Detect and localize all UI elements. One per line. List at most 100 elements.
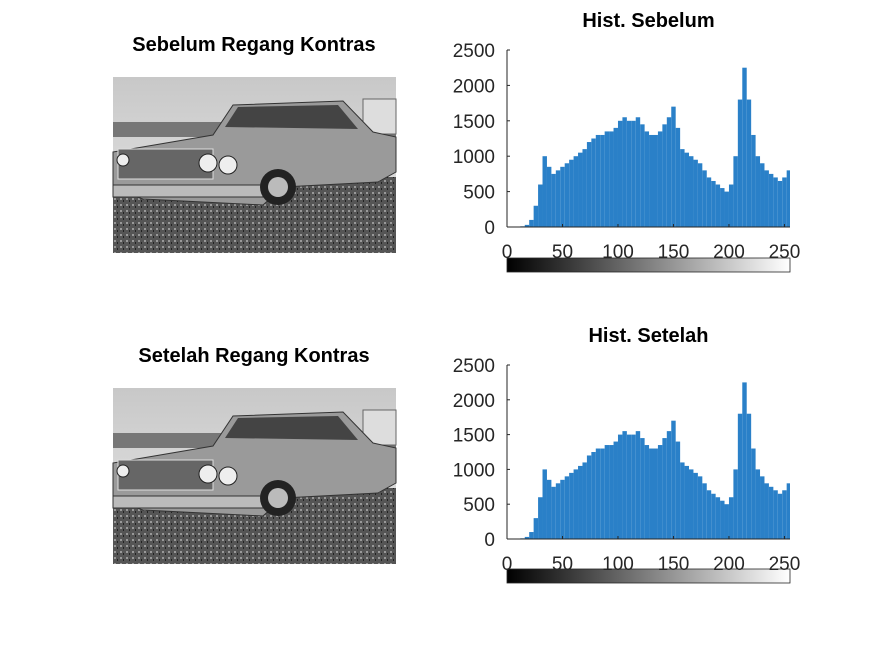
- histogram-bar: [702, 170, 707, 227]
- y-tick-label: 2500: [453, 356, 495, 377]
- histogram-bar: [560, 479, 565, 539]
- histogram-bar: [689, 469, 694, 539]
- histogram-bar: [742, 382, 747, 539]
- histogram-bar: [697, 163, 703, 227]
- histogram-bar: [671, 106, 676, 227]
- histogram-bar: [711, 493, 716, 539]
- x-tick-label: 250: [769, 554, 801, 575]
- chart-title: Hist. Sebelum: [582, 10, 714, 32]
- histogram-bar: [595, 134, 601, 227]
- histogram-bar: [755, 469, 761, 539]
- histogram-bar: [782, 490, 787, 539]
- histogram-bar: [786, 170, 790, 227]
- histogram-bar: [617, 120, 623, 227]
- histogram-bar: [555, 170, 561, 227]
- y-tick-label: 1000: [453, 147, 495, 168]
- histogram-bar: [777, 180, 783, 227]
- histogram-bar: [657, 131, 663, 227]
- histogram-bar: [733, 469, 738, 539]
- histogram-bar: [675, 127, 681, 227]
- histogram-bar: [764, 483, 769, 539]
- histogram-bar: [777, 493, 783, 539]
- histogram-bar: [755, 156, 761, 227]
- x-tick-label: 100: [602, 242, 634, 263]
- histogram-bar: [720, 500, 725, 539]
- histogram-bar: [742, 67, 747, 227]
- histogram-bar: [684, 465, 690, 539]
- histogram-bar: [715, 497, 721, 539]
- histogram-bar: [782, 177, 787, 227]
- histogram-bar: [578, 465, 583, 539]
- chart-title: Hist. Setelah: [588, 325, 708, 347]
- histogram-bar: [604, 445, 610, 539]
- histogram-bar: [546, 166, 552, 227]
- histogram-bar: [653, 134, 658, 227]
- histogram-bar: [684, 152, 690, 227]
- histogram-bar: [626, 120, 632, 227]
- histogram-bar: [564, 163, 570, 227]
- histogram-bar: [582, 462, 587, 539]
- histogram-bar: [622, 117, 627, 227]
- histogram-bar: [720, 188, 725, 227]
- histogram-bar: [737, 413, 743, 539]
- histogram-bar: [773, 177, 778, 227]
- colorbar: [506, 257, 791, 273]
- x-tick-label: 200: [713, 242, 745, 263]
- histogram-bar: [546, 479, 552, 539]
- histogram-bar: [617, 434, 623, 539]
- histogram-bar: [591, 452, 596, 539]
- image-title: Setelah Regang Kontras: [138, 345, 369, 367]
- x-tick-label: 150: [658, 242, 690, 263]
- histogram-bar: [702, 483, 707, 539]
- histogram-bar: [724, 191, 729, 227]
- histogram-bar: [711, 180, 716, 227]
- histogram-bar: [649, 448, 654, 539]
- histogram-bar: [773, 490, 778, 539]
- histogram-bar: [524, 224, 530, 227]
- histogram-bar: [751, 448, 756, 539]
- y-tick-label: 0: [484, 530, 495, 551]
- histogram-bar: [631, 434, 636, 539]
- y-tick-label: 500: [463, 495, 495, 516]
- x-tick-label: 150: [658, 554, 690, 575]
- histogram-bar: [662, 438, 667, 539]
- histogram-bar: [746, 99, 752, 227]
- histogram-bar: [693, 159, 698, 227]
- histogram-bar: [666, 117, 672, 227]
- histogram-bar: [586, 455, 592, 539]
- histogram-bar: [609, 445, 614, 539]
- histogram-bar: [551, 486, 556, 539]
- histogram-bar: [728, 184, 734, 227]
- histogram-bar: [746, 413, 752, 539]
- histogram-bar: [560, 166, 565, 227]
- histogram-bar: [768, 173, 774, 227]
- histogram-bar: [582, 149, 587, 227]
- histogram-bar: [715, 184, 721, 227]
- histogram-bar: [635, 431, 641, 539]
- histogram-bar: [751, 134, 756, 227]
- histogram-bar: [595, 448, 601, 539]
- histogram-bar: [586, 142, 592, 227]
- histogram-bar: [671, 420, 676, 539]
- image-after: [112, 387, 397, 565]
- histogram-bar: [706, 490, 712, 539]
- histogram-bar: [680, 149, 685, 227]
- histogram-bar: [706, 177, 712, 227]
- histogram-bar: [786, 483, 790, 539]
- histogram-bar: [653, 448, 658, 539]
- histogram-bar: [604, 131, 610, 227]
- histogram-bar: [737, 99, 743, 227]
- histogram-bar: [613, 441, 618, 539]
- histogram-bar: [542, 156, 547, 227]
- histogram-bar: [649, 134, 654, 227]
- histogram-bar: [728, 497, 734, 539]
- y-tick-label: 0: [484, 218, 495, 239]
- histogram-bar: [529, 219, 534, 227]
- histogram-bar: [644, 131, 650, 227]
- histogram-bar: [760, 476, 765, 539]
- x-tick-label: 250: [769, 242, 801, 263]
- histogram-bar: [622, 431, 627, 539]
- histogram-bar: [760, 163, 765, 227]
